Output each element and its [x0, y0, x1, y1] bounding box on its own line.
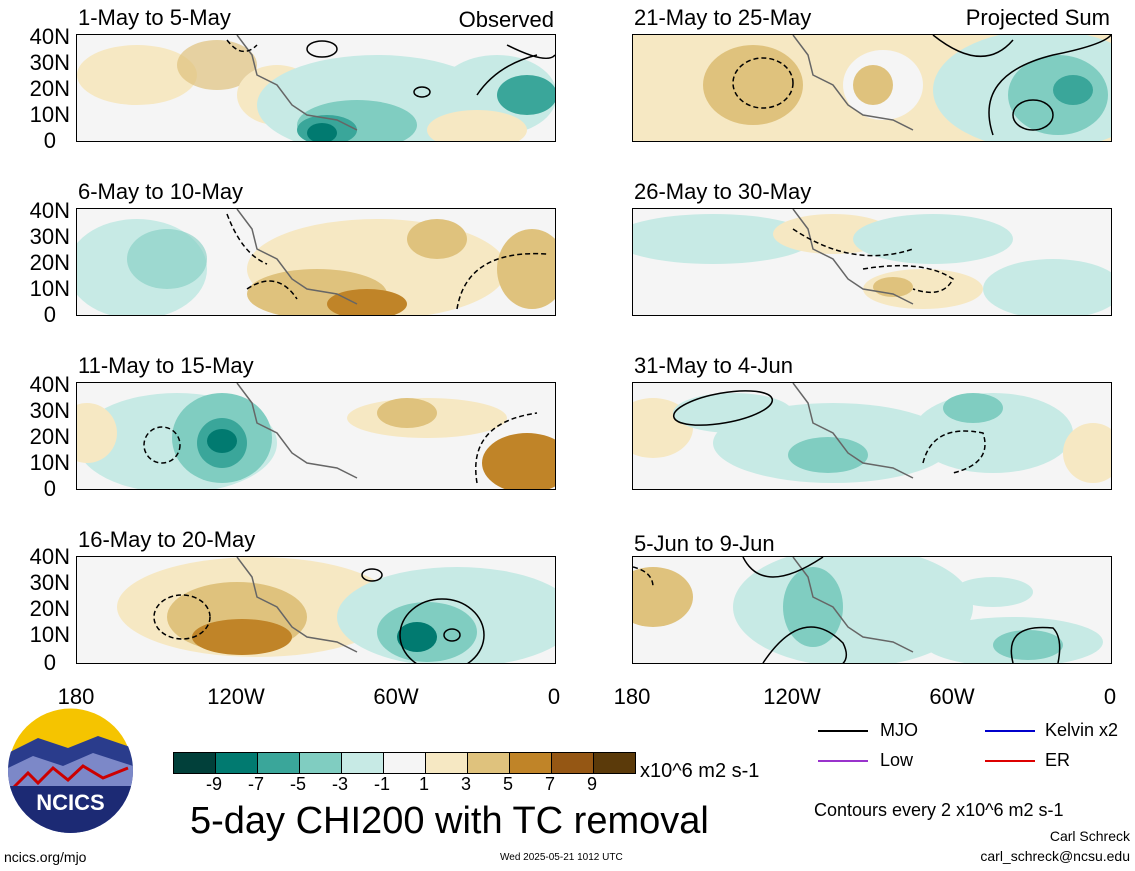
y-tick: 20N — [29, 596, 70, 621]
map-panel-8 — [632, 556, 1112, 664]
map-panel-5 — [76, 382, 556, 490]
legend-er-label: ER — [1045, 750, 1071, 770]
map-panel-4 — [632, 208, 1112, 316]
y-tick: 30N — [29, 570, 70, 595]
map-panel-6 — [632, 382, 1112, 490]
y-tick: 20N — [29, 250, 70, 275]
legend-kelvin-label: Kelvin x2 — [1045, 720, 1119, 740]
y-tick: 30N — [29, 224, 70, 249]
x-tick: 180 — [57, 684, 95, 709]
colorbar-swatch — [258, 753, 300, 773]
colorbar-label: 1 — [418, 774, 429, 794]
y-tick: 0 — [43, 128, 56, 153]
map-panel-1 — [76, 34, 556, 142]
x-tick: 120W — [207, 684, 265, 709]
colorbar-swatch — [384, 753, 426, 773]
colorbar-swatch — [426, 753, 468, 773]
colorbar-swatch — [552, 753, 594, 773]
x-tick: 120W — [763, 684, 821, 709]
y-tick: 10N — [29, 102, 70, 127]
map-panel-3 — [76, 208, 556, 316]
timestamp: Wed 2025-05-21 1012 UTC — [500, 852, 623, 863]
legend-mjo-label: MJO — [880, 720, 918, 740]
colorbar-swatch — [594, 753, 635, 773]
panel-title: 26-May to 30-May — [634, 179, 812, 204]
panel-title: 1-May to 5-May — [78, 5, 231, 30]
colorbar-swatch — [216, 753, 258, 773]
y-tick: 20N — [29, 424, 70, 449]
logo-text: NCICS — [36, 790, 104, 815]
map-panel-7 — [76, 556, 556, 664]
y-tick: 10N — [29, 450, 70, 475]
panel-title: 31-May to 4-Jun — [634, 353, 793, 378]
y-tick: 40N — [29, 372, 70, 397]
colorbar-label: -7 — [247, 774, 264, 794]
author-email[interactable]: carl_schreck@ncsu.edu — [980, 848, 1130, 864]
colorbar-label: -5 — [289, 774, 306, 794]
x-tick: 60W — [373, 684, 419, 709]
y-tick: 10N — [29, 276, 70, 301]
colorbar-swatch — [342, 753, 384, 773]
y-tick: 0 — [43, 650, 56, 675]
x-tick: 180 — [613, 684, 651, 709]
x-tick: 60W — [929, 684, 975, 709]
y-tick: 40N — [29, 24, 70, 49]
y-tick: 30N — [29, 50, 70, 75]
colorbar-swatch — [300, 753, 342, 773]
ncics-logo: NCICS — [8, 708, 133, 833]
colorbar-label: 7 — [544, 774, 555, 794]
y-tick: 20N — [29, 76, 70, 101]
colorbar-label: -1 — [373, 774, 390, 794]
colorbar-label: -3 — [331, 774, 348, 794]
legend-low-line — [818, 760, 868, 762]
legend-kelvin-line — [985, 730, 1035, 732]
y-tick: 40N — [29, 544, 70, 569]
panel-title: 16-May to 20-May — [78, 527, 256, 552]
legend-low-label: Low — [880, 750, 914, 770]
colorbar — [173, 752, 636, 774]
panel-tag-projected: Projected Sum — [965, 5, 1110, 30]
panel-title: 5-Jun to 9-Jun — [634, 531, 775, 556]
website-link[interactable]: ncics.org/mjo — [4, 849, 87, 865]
contours-note: Contours every 2 x10^6 m2 s-1 — [814, 800, 1064, 820]
panel-tag-observed: Observed — [458, 7, 554, 32]
y-tick: 30N — [29, 398, 70, 423]
y-tick: 0 — [43, 476, 56, 501]
main-title: 5-day CHI200 with TC removal — [190, 800, 709, 842]
colorbar-label: 9 — [586, 774, 597, 794]
panel-title: 6-May to 10-May — [78, 179, 244, 204]
author: Carl Schreck — [1049, 828, 1130, 844]
colorbar-swatch — [510, 753, 552, 773]
x-tick: 0 — [547, 684, 561, 709]
colorbar-swatch — [174, 753, 216, 773]
y-tick: 40N — [29, 198, 70, 223]
colorbar-swatch — [468, 753, 510, 773]
colorbar-label: 3 — [460, 774, 471, 794]
legend-er-line — [985, 760, 1035, 762]
panel-title: 21-May to 25-May — [634, 5, 812, 30]
y-tick: 0 — [43, 302, 56, 327]
colorbar-units: x10^6 m2 s-1 — [640, 760, 760, 782]
panel-title: 11-May to 15-May — [78, 353, 254, 378]
colorbar-label: 5 — [502, 774, 513, 794]
x-tick: 0 — [1103, 684, 1117, 709]
map-panel-2 — [632, 34, 1112, 142]
colorbar-label: -9 — [205, 774, 222, 794]
legend-mjo-line — [818, 730, 868, 732]
y-tick: 10N — [29, 622, 70, 647]
